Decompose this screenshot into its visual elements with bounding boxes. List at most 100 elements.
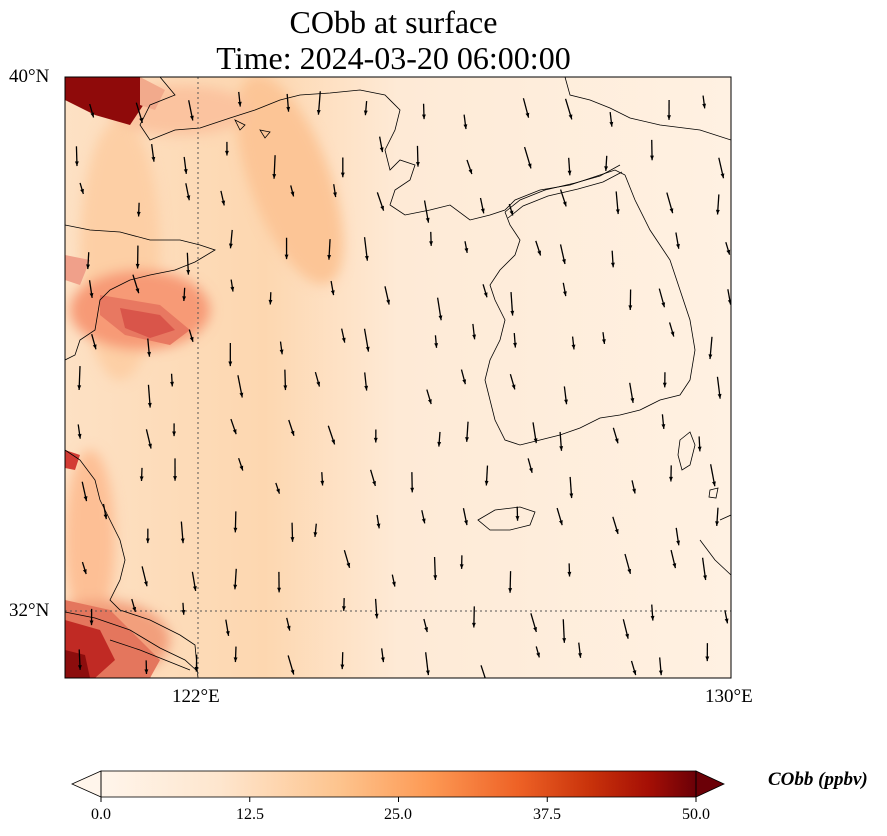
wind-arrow-head	[272, 174, 277, 179]
wind-arrow-head	[180, 538, 185, 544]
wind-arrow-head	[151, 156, 156, 162]
wind-arrow-head	[290, 430, 295, 436]
wind-arrow-head	[386, 299, 391, 305]
wind-arrow-head	[363, 110, 368, 116]
wind-arrow-head	[614, 528, 619, 534]
wind-arrow-head	[628, 305, 633, 310]
wind-arrow-head	[533, 438, 538, 444]
wind-arrow-head	[279, 349, 284, 355]
colorbar	[71, 770, 725, 802]
wind-arrow-head	[364, 385, 369, 391]
wind-arrow-head	[233, 527, 238, 533]
wind-arrow-head	[615, 209, 620, 215]
wind-arrow-head	[676, 540, 681, 546]
wind-arrow-head	[286, 625, 291, 631]
wind-arrow-head	[562, 201, 567, 207]
wind-arrow-head	[464, 520, 468, 526]
wind-arrow-head	[515, 516, 520, 521]
wind-arrow-head	[559, 446, 564, 451]
wind-arrow-head	[571, 344, 576, 350]
wind-arrow-head	[463, 124, 468, 130]
map-title-line1: CObb at surface	[289, 4, 498, 40]
wind-arrow-head	[145, 538, 150, 544]
wind-arrow-head	[705, 656, 710, 662]
wind-arrow-head	[437, 441, 442, 447]
wind-arrow-head	[614, 438, 619, 444]
wind-arrow-head	[564, 399, 568, 405]
wind-arrow-head	[703, 575, 707, 581]
wind-arrow-head	[380, 657, 385, 663]
wind-arrow-head	[379, 147, 384, 153]
colorbar-tick-0: 0.0	[91, 806, 111, 823]
wind-arrow-head	[147, 402, 152, 408]
wind-arrow-head	[182, 296, 187, 302]
wind-arrow-head	[135, 288, 140, 294]
wind-arrow-head	[225, 150, 229, 156]
wind-arrow-head	[365, 346, 370, 352]
wind-arrow-head	[290, 191, 295, 197]
wind-arrow-head	[510, 310, 515, 316]
wind-arrow-head	[132, 606, 137, 612]
wind-arrow-head	[484, 680, 488, 685]
wind-arrow-head	[658, 670, 663, 676]
wind-arrow-head	[471, 622, 476, 628]
wind-arrow-head	[189, 115, 194, 121]
wind-arrow-head	[230, 286, 235, 292]
wind-arrow-head	[562, 259, 566, 264]
wind-arrow-head	[221, 200, 226, 206]
wind-arrow-head	[427, 399, 432, 405]
wind-arrow-head	[139, 476, 144, 482]
wind-arrow-head	[92, 344, 97, 350]
wind-arrow-head	[715, 209, 720, 215]
wind-arrow-head	[340, 172, 345, 178]
wind-arrow-shaft	[480, 665, 486, 678]
wind-arrow-head	[632, 670, 637, 676]
wind-arrow-head	[374, 613, 379, 619]
wind-arrow-head	[567, 170, 572, 176]
wind-arrow-head	[697, 446, 702, 452]
wind-arrow-head	[276, 488, 280, 494]
wind-arrow-head	[529, 467, 533, 473]
wind-arrow-head	[676, 243, 680, 249]
wind-arrow-head	[667, 115, 671, 120]
wind-arrow-head	[77, 665, 82, 670]
wind-arrow-head	[186, 195, 191, 201]
wind-arrow-head	[340, 664, 345, 670]
wind-arrow-head	[330, 290, 335, 296]
wind-arrow-head	[568, 114, 573, 120]
wind-arrow-head	[239, 465, 244, 471]
wind-arrow-head	[192, 586, 197, 591]
wind-arrow-head	[429, 241, 433, 246]
wind-arrow-head	[327, 254, 332, 260]
wind-arrow-head	[313, 532, 318, 537]
wind-arrow-head	[708, 354, 713, 360]
wind-arrow-head	[82, 569, 87, 575]
wind-arrow-head	[286, 106, 291, 112]
wind-arrow-head	[86, 264, 90, 270]
wind-arrow-head	[604, 166, 609, 171]
lon-label-122e: 122°E	[172, 686, 220, 707]
wind-arrow-head	[610, 262, 615, 268]
wind-arrow-head	[425, 217, 430, 223]
gridlines	[65, 77, 731, 678]
wind-arrow-head	[331, 439, 335, 445]
wind-arrow-head	[373, 437, 378, 443]
wind-arrow-head	[232, 429, 237, 435]
wind-arrow-head	[525, 112, 530, 118]
wind-arrow-head	[465, 437, 469, 442]
wind-arrow-head	[290, 669, 295, 675]
wind-arrow-head	[726, 249, 731, 255]
wind-arrow-head	[77, 385, 82, 390]
wind-arrow-head	[480, 208, 485, 214]
wind-arrow-head	[421, 518, 426, 524]
wind-arrow-head	[509, 210, 514, 216]
wind-arrow-head	[183, 169, 188, 174]
colorbar-tick-2: 25.0	[384, 806, 412, 823]
wind-arrow-head	[661, 302, 666, 308]
wind-arrow-head	[712, 481, 716, 487]
wind-arrow-head	[702, 103, 707, 109]
wind-arrow-head	[569, 493, 574, 499]
wind-arrow-head	[433, 575, 438, 580]
wind-arrow-head	[364, 255, 369, 261]
